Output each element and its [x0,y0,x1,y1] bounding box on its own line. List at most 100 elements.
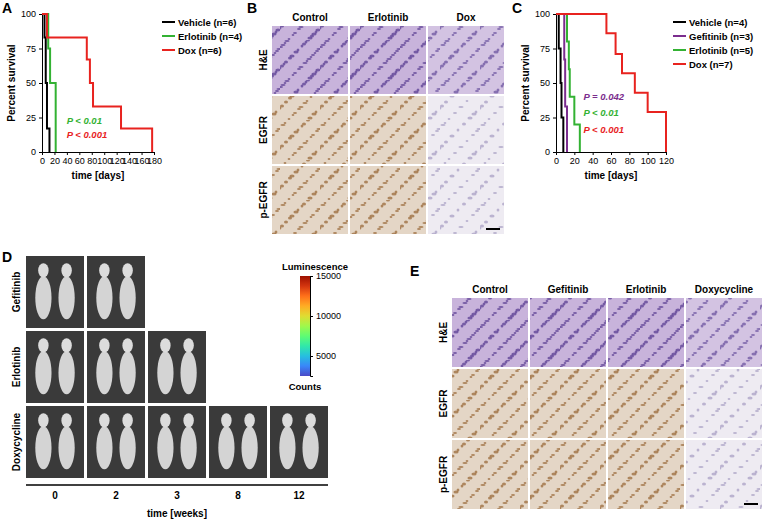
histology-image [350,96,426,164]
mouse-head [122,338,132,352]
x-tick-mark [154,152,155,155]
imaging-frame [87,406,145,478]
legend-label: Gefitinib (n=3) [689,31,753,42]
mouse-head [122,413,132,427]
imaging-frame [26,256,84,328]
column-header: Control [292,12,328,23]
imaging-image [26,256,84,328]
x-axis: 020406080100120140160180 [40,152,162,166]
x-tick: 20 [570,152,580,166]
mouse-head [244,413,254,427]
figure-svg: 0204060801001201401601800255075100time [… [0,0,764,527]
time-label: 2 [113,490,119,501]
x-tick-label: 0 [40,156,45,166]
colorbar-tick: 5000 [310,351,336,361]
y-tick: 100 [21,9,42,19]
row-label: Gefitinib [11,272,22,313]
mouse-head [305,413,315,427]
mouse-head [38,413,48,427]
mouse-body [279,426,295,469]
scale-bar [486,228,500,230]
x-axis-title: time [days] [585,170,638,181]
x-axis-line [557,153,667,156]
mouse-body [157,351,173,394]
x-tick: 0 [40,152,45,166]
scale-bar [744,503,758,505]
row-label: H&E [438,322,449,343]
x-tick-label: 40 [62,156,72,166]
x-tick: 0 [554,152,559,166]
mouse-body [58,426,74,469]
histology-image [272,96,348,164]
x-tick-label: 60 [606,156,616,166]
y-tick-mark [553,49,556,50]
x-tick: 40 [62,152,72,166]
histology-image [350,166,426,234]
x-tick-mark [104,152,105,155]
imaging-frame [209,406,267,478]
survival-curve [556,14,563,152]
legend-label: Erlotinib (n=5) [689,45,753,56]
p-value: P < 0.001 [67,129,108,140]
p-value: P < 0.001 [584,124,625,135]
colorbar-tick-mark [310,356,313,357]
imaging-frame [270,406,328,478]
x-tick-label: 120 [659,156,674,166]
mouse-body [302,426,318,469]
imaging-frame [26,406,84,478]
legend-label: Dox (n=6) [178,45,222,56]
legend-swatch [673,21,686,23]
panel-label: D [2,249,12,265]
x-tick-label: 180 [147,156,162,166]
x-tick-label: 100 [641,156,656,166]
x-tick-mark [129,152,130,155]
y-axis: 0255075100 [535,9,557,157]
colorbar-tick-label: 10000 [316,311,341,321]
time-label: 12 [293,490,305,501]
plot-area [556,14,666,152]
x-tick-mark [117,152,118,155]
y-tick: 25 [540,113,556,123]
legend-swatch [162,49,175,51]
y-tick-mark [39,152,42,153]
mouse-body [96,276,112,319]
y-tick-mark [39,118,42,119]
mouse-head [99,263,109,277]
x-tick-mark [142,152,143,155]
mouse-head [99,338,109,352]
x-tick: 100 [641,152,656,166]
time-axis-title: time [weeks] [147,508,207,519]
time-axis-line [26,484,328,486]
time-label: 3 [174,490,180,501]
y-tick: 75 [26,44,42,54]
legend-label: Vehicle (n=4) [689,17,747,28]
histology-image [350,26,426,94]
colorbar-tick-mark [310,276,313,277]
histology-image [272,26,348,94]
figure: 0204060801001201401601800255075100time [… [0,0,764,527]
legend-label: Dox (n=7) [689,59,733,70]
x-tick: 80 [87,152,97,166]
x-tick: 80 [625,152,635,166]
mouse-head [61,413,71,427]
mouse-head [99,413,109,427]
imaging-image [87,331,145,403]
mouse-body [35,276,51,319]
mouse-head [160,338,170,352]
legend-label: Vehicle (n=6) [178,17,236,28]
x-tick-mark [79,152,80,155]
mouse-body [96,426,112,469]
mouse-body [58,351,74,394]
plot-area [42,14,152,152]
imaging-frame [26,331,84,403]
x-tick-label: 80 [625,156,635,166]
y-tick: 75 [540,44,556,54]
colorbar-axis-line [311,277,314,377]
mouse-body [58,276,74,319]
histology-image [608,369,684,438]
histology-image [686,369,762,438]
mouse-body [218,426,234,469]
row-label: Doxycycline [11,412,22,471]
mouse-body [35,351,51,394]
p-value: P < 0.01 [584,107,619,118]
